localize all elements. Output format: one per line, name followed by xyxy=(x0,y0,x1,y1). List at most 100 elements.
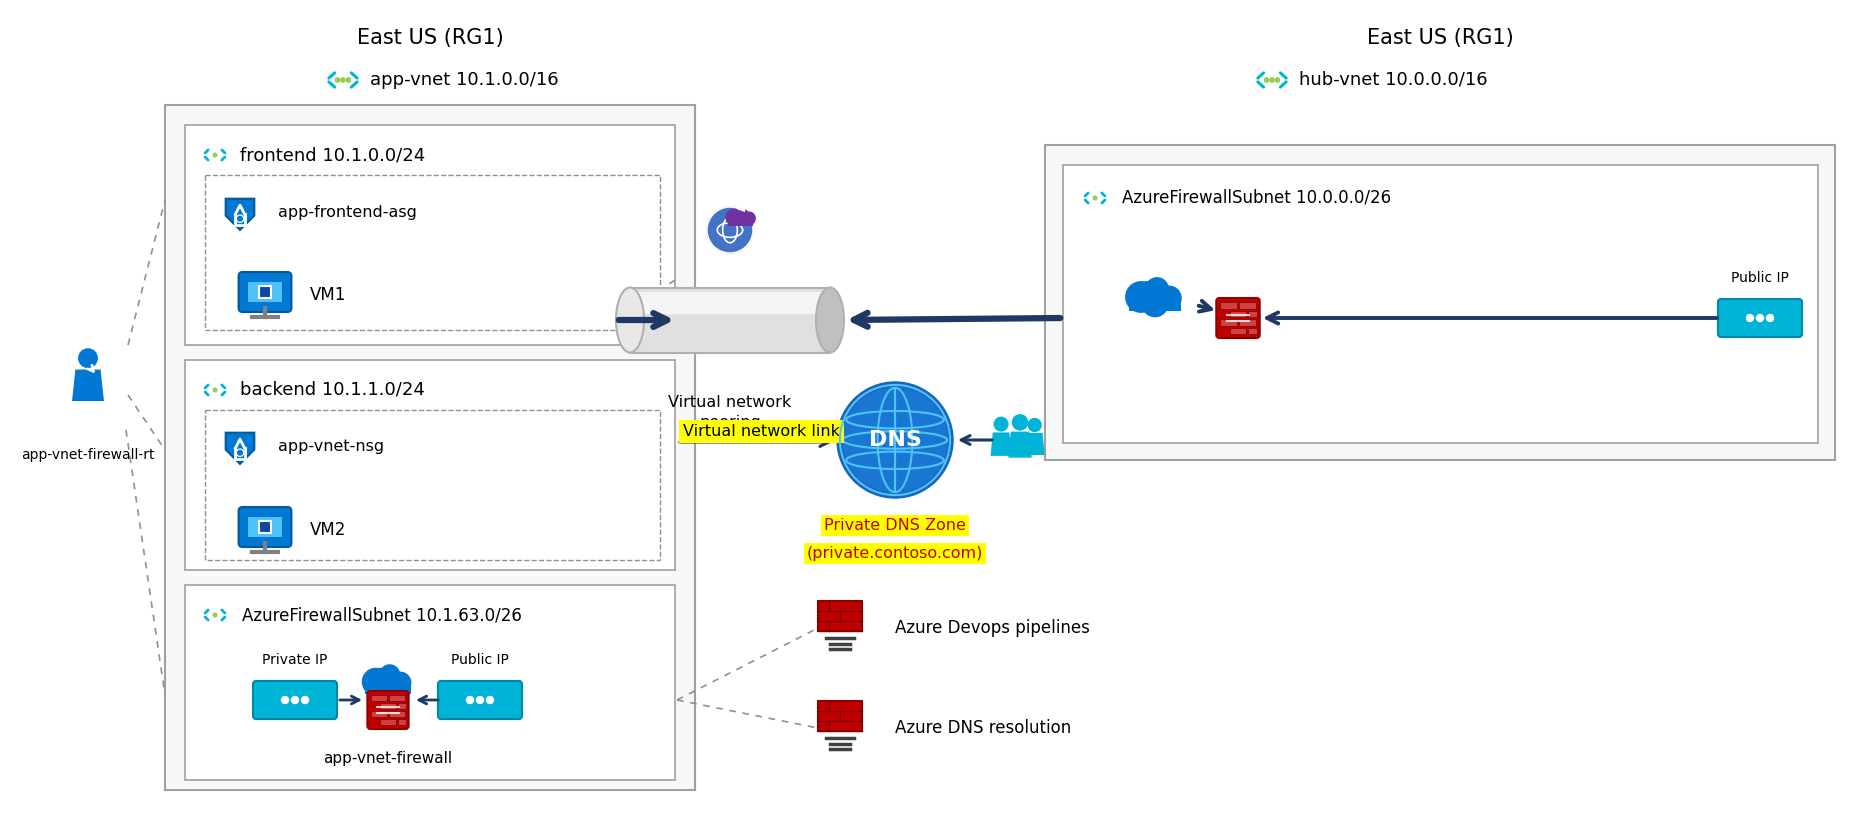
Bar xyxy=(366,681,410,694)
Bar xyxy=(397,719,405,725)
Text: Private DNS Zone: Private DNS Zone xyxy=(825,518,966,533)
Text: Private IP: Private IP xyxy=(262,653,327,667)
Text: DNS: DNS xyxy=(867,430,921,450)
Circle shape xyxy=(386,676,403,694)
Circle shape xyxy=(379,665,399,685)
Bar xyxy=(381,719,396,725)
FancyBboxPatch shape xyxy=(253,681,336,719)
Bar xyxy=(186,125,674,345)
Circle shape xyxy=(238,450,241,455)
Bar xyxy=(388,711,405,717)
FancyBboxPatch shape xyxy=(817,701,862,731)
Circle shape xyxy=(737,210,748,221)
Circle shape xyxy=(236,449,243,456)
Text: AzureFirewallSubnet 10.1.63.0/26: AzureFirewallSubnet 10.1.63.0/26 xyxy=(241,606,522,624)
Polygon shape xyxy=(1008,432,1031,458)
Text: East US (RG1): East US (RG1) xyxy=(1367,28,1513,48)
Polygon shape xyxy=(225,199,254,230)
Circle shape xyxy=(1151,291,1172,311)
Circle shape xyxy=(377,676,399,699)
Circle shape xyxy=(1125,282,1155,312)
Text: app-vnet-firewall-rt: app-vnet-firewall-rt xyxy=(20,448,154,462)
Text: Virtual network link: Virtual network link xyxy=(683,424,839,439)
Circle shape xyxy=(214,613,217,617)
Text: frontend 10.1.0.0/24: frontend 10.1.0.0/24 xyxy=(240,146,425,164)
Bar xyxy=(1062,165,1816,443)
Circle shape xyxy=(362,668,388,695)
FancyBboxPatch shape xyxy=(817,601,862,631)
Circle shape xyxy=(78,349,97,368)
Circle shape xyxy=(836,382,953,498)
Bar xyxy=(1239,302,1255,309)
Circle shape xyxy=(390,672,410,694)
Text: (private.contoso.com): (private.contoso.com) xyxy=(806,546,982,561)
Circle shape xyxy=(336,78,340,82)
Circle shape xyxy=(475,696,483,704)
Circle shape xyxy=(843,388,947,492)
Text: app-vnet 10.1.0.0/16: app-vnet 10.1.0.0/16 xyxy=(370,71,559,89)
Bar xyxy=(204,175,659,330)
Circle shape xyxy=(706,207,752,253)
Circle shape xyxy=(1142,291,1168,317)
Circle shape xyxy=(236,215,243,223)
Circle shape xyxy=(282,696,288,704)
Text: backend 10.1.1.0/24: backend 10.1.1.0/24 xyxy=(240,381,425,399)
Bar xyxy=(1220,319,1237,325)
Circle shape xyxy=(1012,414,1027,430)
Circle shape xyxy=(214,153,217,156)
FancyBboxPatch shape xyxy=(1718,299,1801,337)
Circle shape xyxy=(1274,78,1279,82)
Bar xyxy=(186,585,674,780)
Circle shape xyxy=(340,78,345,82)
Text: VM1: VM1 xyxy=(310,286,345,304)
FancyBboxPatch shape xyxy=(238,507,292,547)
Circle shape xyxy=(371,668,390,688)
Ellipse shape xyxy=(617,287,644,352)
Text: app-vnet-nsg: app-vnet-nsg xyxy=(279,440,384,455)
Bar xyxy=(186,360,674,570)
Circle shape xyxy=(1268,78,1274,82)
Bar xyxy=(260,521,271,532)
Circle shape xyxy=(238,216,241,221)
Polygon shape xyxy=(990,432,1012,456)
Circle shape xyxy=(292,696,299,704)
Circle shape xyxy=(466,696,474,704)
FancyBboxPatch shape xyxy=(368,691,409,729)
Bar xyxy=(633,292,826,314)
Polygon shape xyxy=(72,369,104,401)
Circle shape xyxy=(1092,197,1096,200)
Circle shape xyxy=(993,418,1006,431)
Text: Public IP: Public IP xyxy=(1731,271,1788,285)
Polygon shape xyxy=(225,432,254,464)
FancyBboxPatch shape xyxy=(238,272,292,312)
Circle shape xyxy=(1265,78,1268,82)
Circle shape xyxy=(1157,286,1181,310)
Circle shape xyxy=(1766,314,1773,322)
Bar xyxy=(381,703,396,709)
Circle shape xyxy=(1135,282,1157,304)
Text: app-vnet-firewall: app-vnet-firewall xyxy=(323,750,453,766)
Text: Azure Devops pipelines: Azure Devops pipelines xyxy=(895,619,1090,637)
Text: app-frontend-asg: app-frontend-asg xyxy=(279,206,416,220)
Bar xyxy=(204,410,659,560)
Bar xyxy=(1229,310,1246,317)
Circle shape xyxy=(1746,314,1753,322)
Bar xyxy=(249,517,282,537)
Circle shape xyxy=(1755,314,1762,322)
Bar xyxy=(1129,297,1181,311)
Bar xyxy=(1044,145,1835,460)
Circle shape xyxy=(1027,419,1040,432)
Circle shape xyxy=(301,696,308,704)
Text: East US (RG1): East US (RG1) xyxy=(357,28,503,48)
Bar xyxy=(371,711,386,717)
Bar xyxy=(1220,302,1237,309)
Bar xyxy=(397,703,405,709)
Circle shape xyxy=(487,696,494,704)
Circle shape xyxy=(345,78,351,82)
Bar xyxy=(388,695,405,701)
Text: hub-vnet 10.0.0.0/16: hub-vnet 10.0.0.0/16 xyxy=(1298,71,1487,89)
Circle shape xyxy=(214,388,217,391)
Bar xyxy=(165,105,695,790)
Bar xyxy=(1248,310,1255,317)
Bar xyxy=(260,287,271,298)
